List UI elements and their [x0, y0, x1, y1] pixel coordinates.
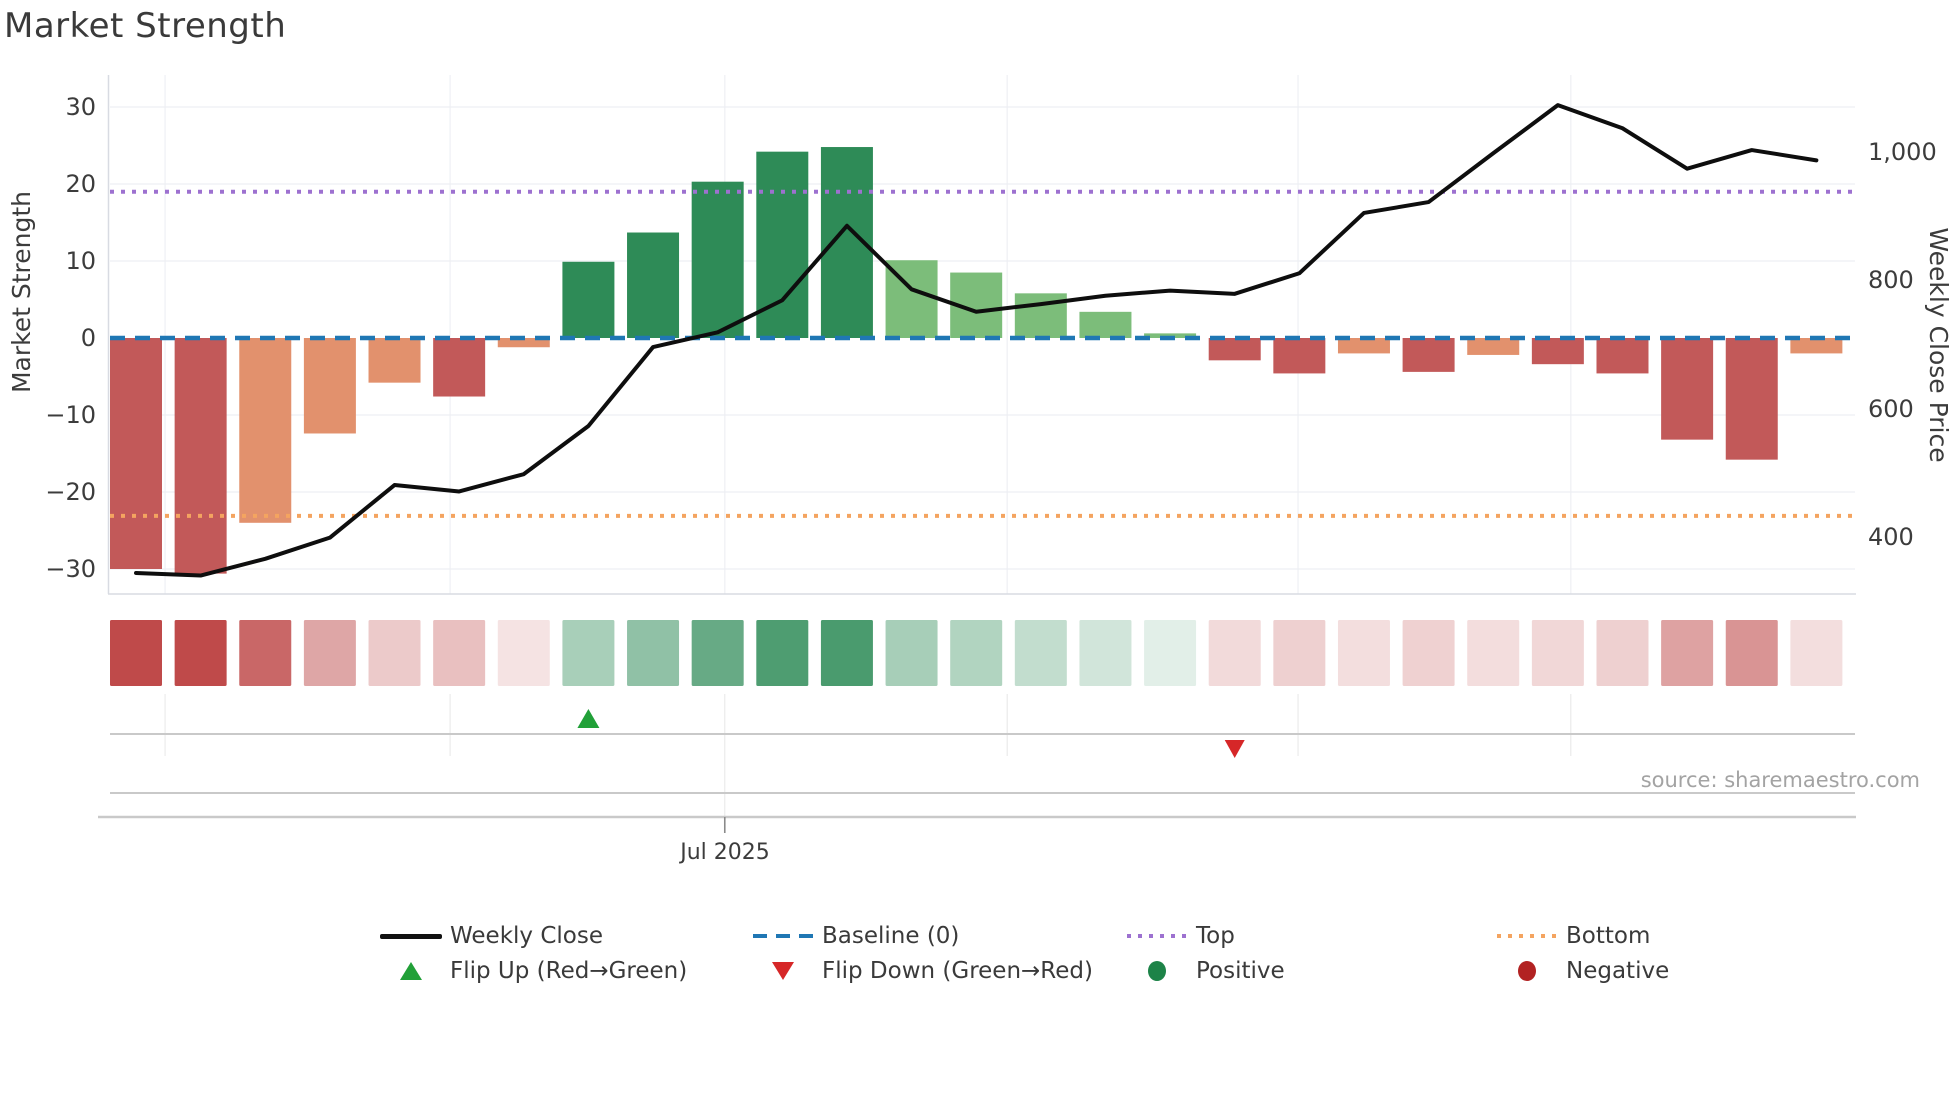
legend-item-flip-up: Flip Up (Red→Green): [380, 955, 687, 987]
heatmap-cell: [1014, 620, 1067, 686]
heatmap-cell: [1725, 620, 1778, 686]
right-axis-tick-label: 1,000: [1868, 138, 1937, 166]
flip-marker-axis: [98, 694, 1856, 833]
heatmap-cell: [1402, 620, 1455, 686]
left-axis-tick-label: 30: [65, 93, 96, 121]
positive-dot-icon: [1126, 959, 1188, 983]
negative-dot-icon: [1496, 959, 1558, 983]
legend-item-positive: Positive: [1126, 955, 1285, 987]
heatmap-cell: [1337, 620, 1390, 686]
heatmap-cell: [1467, 620, 1520, 686]
baseline-line-swatch-icon: [752, 924, 814, 948]
strength-bar: [691, 181, 744, 338]
right-axis-tick-label: 800: [1868, 266, 1914, 295]
strength-bar: [1790, 338, 1843, 354]
heatmap-cell: [110, 620, 162, 686]
legend-label: Negative: [1566, 958, 1670, 984]
heatmap-cell: [820, 620, 873, 686]
bottom-line-swatch-icon: [1496, 924, 1558, 948]
weekly-close-line-swatch-icon: [380, 924, 442, 948]
strength-bars: [110, 147, 1843, 574]
flip-down-marker: [1224, 740, 1245, 758]
strength-bar: [1144, 333, 1197, 338]
legend-item-flip-down: Flip Down (Green→Red): [752, 955, 1093, 987]
right-axis-tick-label: 600: [1868, 394, 1914, 423]
legend-label: Weekly Close: [450, 923, 603, 949]
heatmap-cell: [1079, 620, 1132, 686]
heatmap-cell: [1531, 620, 1584, 686]
heatmap-cell: [433, 620, 486, 686]
weekly-close-line: [134, 103, 1819, 578]
strength-bar: [497, 338, 550, 348]
strength-bar: [303, 338, 356, 434]
strength-bar: [562, 261, 615, 338]
heatmap-cell: [950, 620, 1003, 686]
left-axis-tick-label: 0: [80, 324, 96, 352]
heatmap-cell: [562, 620, 615, 686]
left-axis-tick-label: −20: [45, 478, 96, 506]
strength-bar: [1337, 338, 1390, 354]
strength-bar: [1467, 338, 1520, 355]
heatmap-cell: [1661, 620, 1714, 686]
heatmap-cell: [174, 620, 227, 686]
strength-bar: [1661, 338, 1714, 440]
heatmap-cell: [303, 620, 356, 686]
legend-item-bottom: Bottom: [1496, 920, 1650, 952]
strength-bar: [368, 338, 421, 383]
left-axis-tick-label: −30: [45, 555, 96, 583]
strength-bar: [1273, 338, 1326, 374]
legend-label: Top: [1196, 923, 1235, 949]
heatmap-cell: [368, 620, 421, 686]
right-axis-title: Weekly Close Price: [1924, 227, 1953, 463]
legend-label: Baseline (0): [822, 923, 960, 949]
heatmap-cell: [497, 620, 550, 686]
strength-gridlines: [110, 106, 1855, 570]
strength-bar: [110, 338, 162, 569]
strength-bar: [174, 338, 227, 574]
strength-bar: [1531, 338, 1584, 365]
flip-up-marker: [577, 709, 600, 728]
legend-item-weekly-close: Weekly Close: [380, 920, 603, 952]
heatmap-strip: [110, 620, 1843, 686]
top-line-swatch-icon: [1126, 924, 1188, 948]
legend-label: Positive: [1196, 958, 1285, 984]
legend-label: Flip Up (Red→Green): [450, 958, 688, 984]
page-title: Market Strength: [4, 6, 287, 46]
heatmap-cell: [756, 620, 809, 686]
legend-label: Flip Down (Green→Red): [822, 958, 1093, 984]
heatmap-cell: [627, 620, 680, 686]
left-axis-tick-label: −10: [45, 401, 96, 429]
legend-label: Bottom: [1566, 923, 1651, 949]
strength-bar: [1079, 311, 1132, 338]
legend-item-baseline: Baseline (0): [752, 920, 959, 952]
heatmap-cell: [239, 620, 292, 686]
heatmap-cell: [1790, 620, 1843, 686]
heatmap-cell: [1273, 620, 1326, 686]
strength-bar: [1402, 338, 1455, 372]
heatmap-cell: [691, 620, 744, 686]
x-axis-tick-label: Jul 2025: [680, 840, 770, 865]
right-axis-tick-label: 400: [1868, 523, 1914, 552]
heatmap-cell: [885, 620, 938, 686]
heatmap-cell: [1144, 620, 1197, 686]
strength-bar: [1208, 338, 1261, 361]
strength-bar: [433, 338, 486, 397]
strength-bar: [1725, 338, 1778, 460]
strength-bar: [1596, 338, 1649, 374]
left-axis-tick-label: 20: [65, 170, 96, 198]
legend-item-negative: Negative: [1496, 955, 1669, 987]
source-credit: source: sharemaestro.com: [1640, 768, 1920, 792]
strength-bar: [627, 232, 680, 338]
heatmap-cell: [1596, 620, 1649, 686]
left-axis-tick-label: 10: [65, 247, 96, 275]
strength-bar: [239, 338, 292, 523]
legend-item-top: Top: [1126, 920, 1235, 952]
heatmap-cell: [1208, 620, 1261, 686]
flip-down-triangle-icon: [752, 959, 814, 983]
flip-up-triangle-icon: [380, 959, 442, 983]
